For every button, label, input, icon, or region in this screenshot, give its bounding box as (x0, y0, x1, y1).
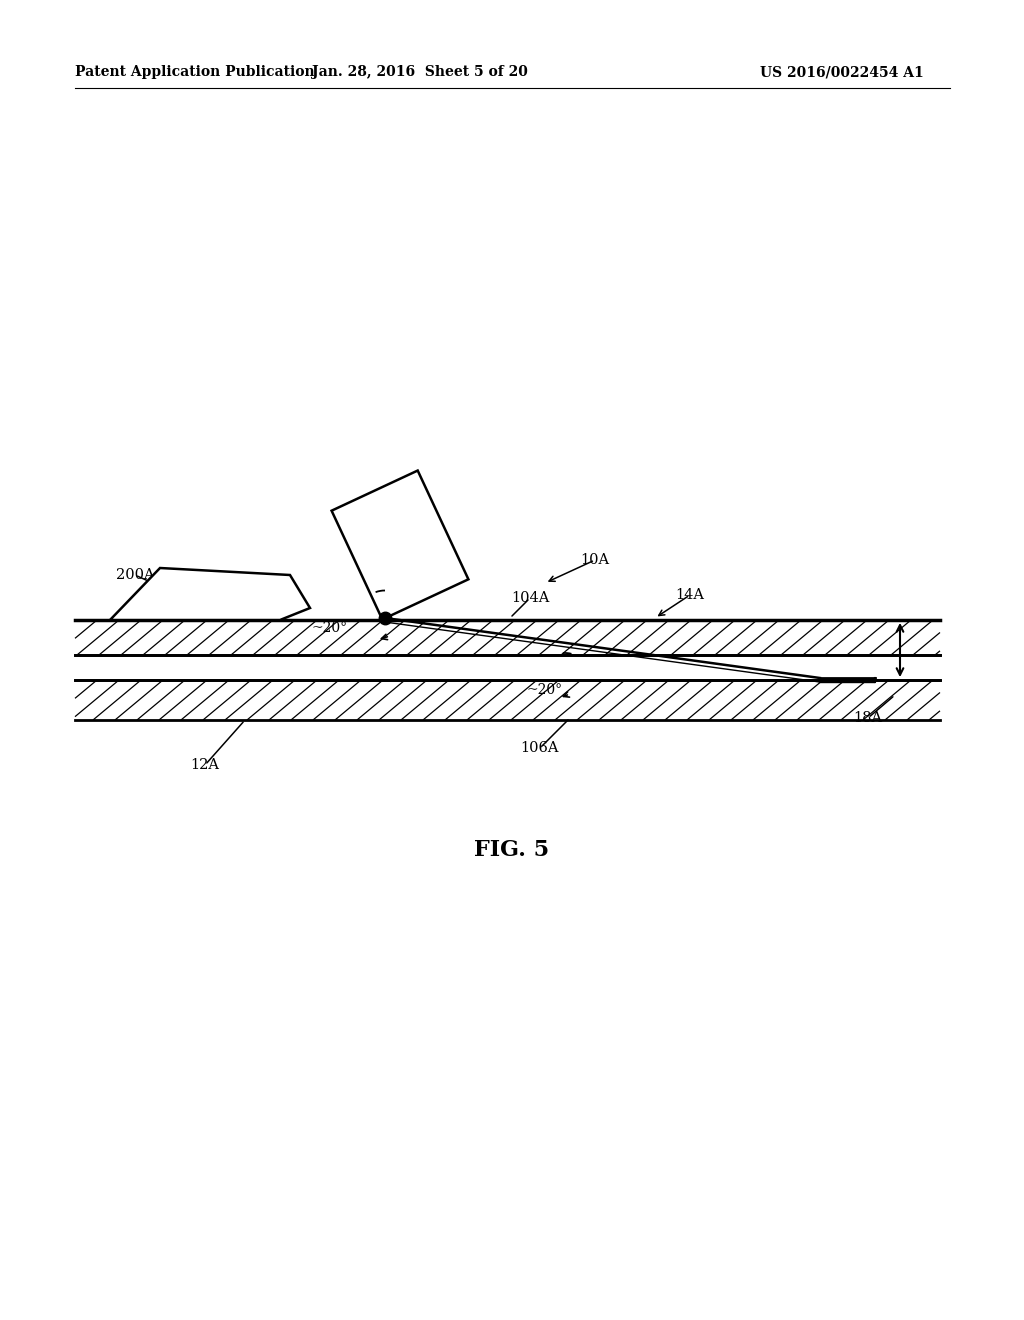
Text: 104A: 104A (511, 591, 549, 605)
Text: ~20°: ~20° (527, 682, 563, 697)
Polygon shape (332, 470, 468, 619)
Text: FIG. 5: FIG. 5 (474, 840, 550, 861)
Text: ~20°: ~20° (312, 620, 348, 635)
Text: 200A: 200A (116, 568, 155, 582)
Polygon shape (110, 568, 310, 620)
Text: Jan. 28, 2016  Sheet 5 of 20: Jan. 28, 2016 Sheet 5 of 20 (312, 65, 528, 79)
Text: 14A: 14A (676, 587, 705, 602)
Text: 12A: 12A (190, 758, 219, 772)
Text: 112A: 112A (362, 513, 401, 527)
Text: 10A: 10A (581, 553, 609, 568)
Text: US 2016/0022454 A1: US 2016/0022454 A1 (760, 65, 924, 79)
Text: 106A: 106A (521, 741, 559, 755)
Text: 18A: 18A (853, 711, 883, 725)
Text: Patent Application Publication: Patent Application Publication (75, 65, 314, 79)
